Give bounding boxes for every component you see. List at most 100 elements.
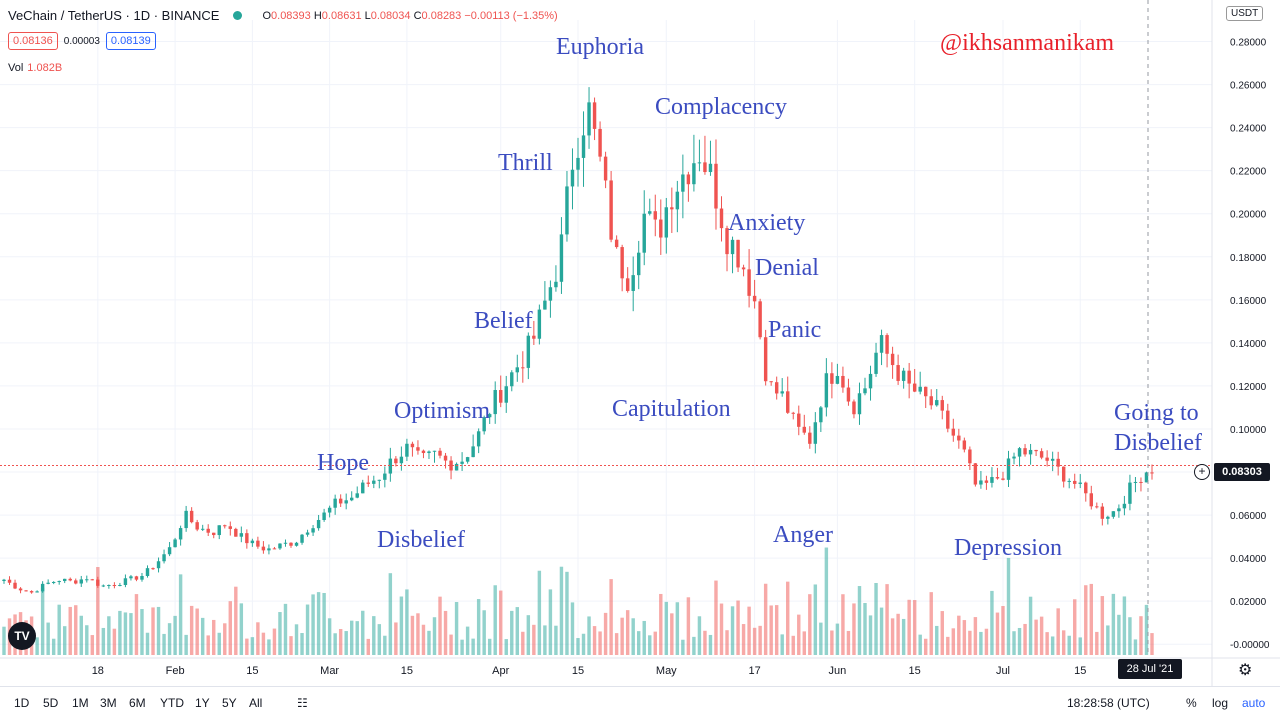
- candle-body: [372, 480, 376, 484]
- candle-body: [852, 401, 856, 415]
- volume-bar: [526, 615, 531, 655]
- cycle-label: Depression: [954, 535, 1062, 561]
- candle-body: [675, 191, 680, 210]
- candle-body: [1117, 508, 1121, 512]
- timeframe-1d[interactable]: 1D: [14, 696, 30, 710]
- candle-body: [272, 548, 277, 550]
- volume-bar: [774, 605, 779, 655]
- timeframe-1m[interactable]: 1M: [72, 696, 89, 710]
- volume-bar: [808, 594, 812, 655]
- candles: [0, 0, 1212, 655]
- symbol-title[interactable]: VeChain / TetherUS · 1D · BINANCE: [8, 8, 220, 23]
- time-tick-label: Feb: [166, 665, 185, 677]
- volume-bar: [289, 636, 293, 655]
- candle-body: [355, 493, 359, 498]
- candle-body: [427, 451, 431, 454]
- percent-toggle[interactable]: %: [1186, 696, 1197, 710]
- log-toggle[interactable]: log: [1212, 696, 1229, 710]
- candle-body: [1078, 482, 1082, 484]
- timeframe-all[interactable]: All: [249, 696, 263, 710]
- candle-body: [250, 540, 255, 544]
- price-axis[interactable]: -0.000000.020000.040000.060000.080000.10…: [1211, 0, 1270, 686]
- volume-bar: [416, 613, 420, 655]
- date-range-icon[interactable]: ☷: [297, 696, 308, 710]
- plus-icon[interactable]: +: [1194, 464, 1210, 480]
- volume-bar: [670, 613, 674, 655]
- volume-bar: [449, 634, 453, 655]
- tradingview-logo-icon[interactable]: TV: [8, 622, 36, 650]
- volume-bar: [96, 567, 100, 655]
- candle-body: [990, 477, 994, 483]
- timeframe-ytd[interactable]: YTD: [160, 696, 184, 710]
- volume-bar: [300, 633, 304, 655]
- candle-body: [394, 458, 398, 464]
- candle-body: [1050, 458, 1055, 461]
- candle-body: [984, 480, 989, 483]
- volume-bar: [791, 635, 795, 655]
- volume-bar: [780, 634, 784, 655]
- volume-bar: [962, 620, 967, 655]
- price-tick-label: 0.14000: [1230, 339, 1267, 350]
- candle-body: [973, 463, 978, 485]
- volume-bar: [151, 607, 155, 655]
- volume-bar: [234, 586, 238, 655]
- cycle-label: Thrill: [498, 150, 553, 176]
- candle-body: [957, 435, 961, 441]
- volume-bar: [1050, 636, 1055, 655]
- price-tick-label: 0.20000: [1230, 210, 1267, 221]
- volume-bar: [907, 599, 911, 655]
- candle-body: [350, 497, 354, 501]
- volume-bar: [576, 638, 580, 655]
- candle-body: [642, 213, 646, 253]
- price-chart[interactable]: -0.000000.020000.040000.060000.080000.10…: [0, 0, 1280, 686]
- candle-body: [29, 591, 34, 593]
- volume-bar: [1117, 614, 1121, 655]
- price-tick-label: -0.00000: [1230, 640, 1270, 651]
- candle-body: [592, 102, 597, 129]
- candle-body: [653, 211, 657, 220]
- sell-button[interactable]: 0.08136: [8, 32, 58, 50]
- candle-body: [570, 169, 575, 187]
- volume-bar: [1045, 632, 1049, 655]
- auto-toggle[interactable]: auto: [1242, 696, 1266, 710]
- gear-icon[interactable]: ⚙: [1238, 662, 1253, 679]
- candle-body: [90, 579, 95, 581]
- timeframe-1y[interactable]: 1Y: [195, 696, 210, 710]
- time-axis[interactable]: 18 Feb 15 Mar 15 Apr 15 May 17 Jun 15 Jul 15: [0, 657, 1280, 677]
- candle-body: [681, 174, 685, 192]
- candle-body: [460, 461, 464, 464]
- spread-value: 0.00003: [63, 35, 100, 47]
- last-price-label: 0.08303: [1214, 463, 1270, 481]
- time-tick-label: Mar: [320, 665, 339, 677]
- utc-clock[interactable]: 18:28:58 (UTC): [1067, 696, 1150, 710]
- price-tick-label: 0.06000: [1230, 511, 1267, 522]
- volume-bar: [879, 607, 884, 655]
- volume-bar: [200, 617, 205, 655]
- candle-body: [1144, 472, 1149, 483]
- volume-bars: [2, 547, 1154, 655]
- ohlc-values: O0.08393 H0.08631 L0.08034 C0.08283 −0.0…: [262, 9, 558, 22]
- candle-body: [405, 443, 409, 457]
- volume-bar: [697, 616, 702, 655]
- candle-body: [7, 579, 12, 583]
- time-tick-label: 15: [246, 665, 258, 677]
- candle-body: [692, 163, 696, 185]
- candle-body: [289, 542, 293, 546]
- volume-bar: [1023, 623, 1027, 655]
- candle-body: [808, 432, 812, 444]
- buy-button[interactable]: 0.08139: [105, 32, 156, 50]
- volume-bar: [1133, 639, 1138, 655]
- candle-body: [85, 579, 89, 581]
- candle-body: [189, 510, 194, 523]
- timeframe-3m[interactable]: 3M: [100, 696, 117, 710]
- volume-bar: [653, 631, 657, 655]
- timeframe-5y[interactable]: 5Y: [222, 696, 237, 710]
- candle-body: [18, 588, 23, 591]
- candle-body: [57, 581, 61, 583]
- currency-button[interactable]: USDT: [1226, 6, 1264, 21]
- candle-body: [338, 498, 343, 504]
- volume-bar: [979, 631, 983, 655]
- candle-body: [1111, 511, 1116, 517]
- timeframe-5d[interactable]: 5D: [43, 696, 59, 710]
- timeframe-6m[interactable]: 6M: [129, 696, 146, 710]
